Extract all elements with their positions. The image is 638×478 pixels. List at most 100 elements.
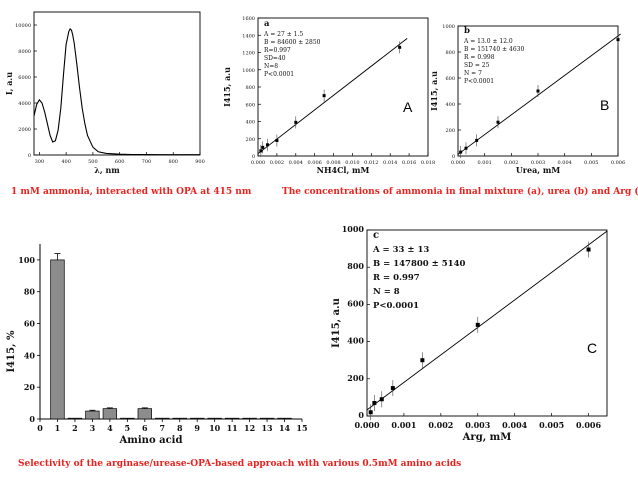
y-tick-label: 20 xyxy=(24,382,36,392)
spectrum-line xyxy=(33,27,200,156)
y-tick-label: 400 xyxy=(347,336,364,346)
x-tick-label: 0.006 xyxy=(576,420,601,430)
x-tick-label: 0.005 xyxy=(539,420,564,430)
y-tick-label: 400 xyxy=(445,102,455,108)
x-tick-label: 0.001 xyxy=(391,420,416,430)
x-tick-label: 0.010 xyxy=(345,160,359,166)
bar xyxy=(242,417,257,420)
bar xyxy=(67,417,83,420)
y-axis-label: I415, a.u xyxy=(222,67,232,107)
x-tick-label: 0.000 xyxy=(451,160,465,166)
fit-annotation: R=0.997 xyxy=(264,47,291,54)
y-tick-label: 200 xyxy=(445,128,455,134)
x-tick-label: 15 xyxy=(296,423,307,433)
y-axis-label: I, a.u xyxy=(4,72,14,95)
data-point xyxy=(259,149,263,153)
x-tick-label: 0.012 xyxy=(364,160,378,166)
x-tick-label: 500 xyxy=(88,159,98,165)
data-point xyxy=(536,89,540,93)
fit-annotation: N = 8 xyxy=(373,287,400,297)
fit-annotation: P<0.0001 xyxy=(464,78,494,85)
panel-letter: a xyxy=(264,19,270,29)
bar xyxy=(172,417,187,420)
x-tick-label: 0.005 xyxy=(584,160,598,166)
bar xyxy=(155,417,170,420)
y-tick-label: 0 xyxy=(452,154,455,160)
data-point xyxy=(496,120,500,124)
data-point xyxy=(275,138,279,142)
caption-selectivity: Selectivity of the arginase/urease-OPA-b… xyxy=(18,459,462,469)
y-tick-label: 40 xyxy=(24,350,36,360)
x-tick-label: 3 xyxy=(90,423,96,433)
fit-line xyxy=(366,230,608,411)
panel-letter: b xyxy=(464,26,470,36)
x-axis-label: Urea, mM xyxy=(516,165,561,175)
x-tick-label: 0.001 xyxy=(478,160,492,166)
panel-letter: c xyxy=(373,230,379,241)
x-tick-label: 0.006 xyxy=(308,160,322,166)
y-tick-label: 4000 xyxy=(18,101,31,107)
y-tick-label: 8000 xyxy=(18,49,31,55)
x-tick-label: 0.000 xyxy=(354,420,379,430)
y-tick-label: 200 xyxy=(347,373,364,383)
bar xyxy=(85,410,100,420)
x-tick-label: 0.004 xyxy=(289,160,303,166)
fit-annotation: A = 27 ± 1.5 xyxy=(263,31,303,38)
bar xyxy=(137,408,152,420)
y-tick-label: 2000 xyxy=(18,127,31,133)
data-point xyxy=(398,45,402,49)
data-point xyxy=(475,138,479,142)
x-tick-label: 10 xyxy=(209,423,221,433)
y-tick-label: 1000 xyxy=(342,224,365,234)
y-tick-label: 0 xyxy=(28,153,31,159)
x-tick-label: 0.003 xyxy=(465,420,490,430)
fit-annotation: R = 0.998 xyxy=(464,54,495,61)
x-tick-label: 4 xyxy=(107,423,113,433)
y-tick-label: 60 xyxy=(24,319,36,329)
fit-annotation: N=8 xyxy=(264,63,278,70)
y-tick-label: 800 xyxy=(347,261,364,271)
data-point xyxy=(294,120,298,124)
fit-line xyxy=(257,38,408,155)
x-tick-label: 0.004 xyxy=(502,420,527,430)
y-tick-label: 600 xyxy=(347,298,364,308)
fit-annotation: P<0.0001 xyxy=(373,301,419,311)
fit-annotation: A = 13.0 ± 12.0 xyxy=(463,38,513,45)
x-axis-label: NH4Cl, mM xyxy=(317,165,370,175)
y-axis-label: I415, a.u xyxy=(429,71,439,111)
y-tick-label: 1600 xyxy=(242,16,255,22)
urea-calibration-chart: 0.000 0.001 0.002 0.003 0.004 0.005 0.006 0 200 4… xyxy=(429,24,625,175)
x-tick-label: 0.014 xyxy=(383,160,397,166)
data-point xyxy=(261,145,265,149)
y-tick-label: 1000 xyxy=(442,24,455,30)
x-tick-label: 300 xyxy=(35,159,45,165)
panel-corner-label: B xyxy=(600,97,609,113)
data-point xyxy=(616,38,620,42)
y-tick-label: 200 xyxy=(245,137,255,143)
caption-spectrum: 1 mM ammonia, interacted with OPA at 415… xyxy=(11,187,252,197)
x-tick-label: 0.003 xyxy=(531,160,545,166)
x-tick-label: 13 xyxy=(261,423,273,433)
data-point xyxy=(368,410,373,415)
y-tick-label: 80 xyxy=(24,287,36,297)
bar xyxy=(277,417,292,420)
y-axis-label: I415, a.u xyxy=(331,298,342,348)
y-tick-label: 800 xyxy=(245,85,255,91)
x-axis-label: Amino acid xyxy=(119,435,183,446)
x-tick-label: 0.018 xyxy=(421,160,435,166)
data-point xyxy=(586,247,591,252)
x-tick-label: 2 xyxy=(72,423,78,433)
data-point xyxy=(322,94,326,98)
bar xyxy=(102,408,118,420)
arginine-frame xyxy=(366,229,608,417)
x-tick-label: 6 xyxy=(142,423,148,433)
bar xyxy=(259,417,275,420)
y-tick-label: 1000 xyxy=(242,68,255,74)
spectrum-chart: 300 400 500 600 700 800 900 0 2000 4000 6000 8000 10… xyxy=(4,11,205,175)
spectrum-frame xyxy=(33,11,201,156)
data-point xyxy=(390,386,395,391)
x-tick-label: 1 xyxy=(55,423,61,433)
bar xyxy=(120,417,135,420)
fit-annotation: B = 151740 ± 4630 xyxy=(464,46,524,53)
